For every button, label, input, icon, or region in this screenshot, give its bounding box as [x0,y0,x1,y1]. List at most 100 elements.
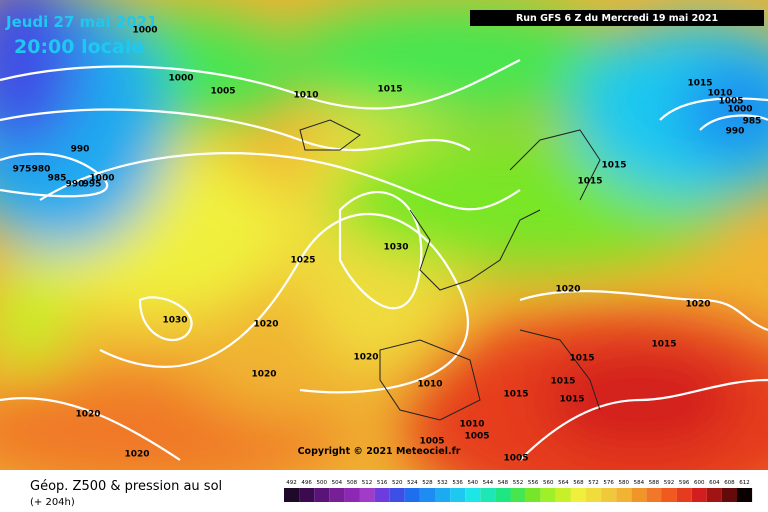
isobar-label: 1020 [124,450,149,460]
isobar-label: 1015 [569,354,594,364]
isobar-label: 1000 [168,74,193,84]
legend-label: 504 [332,480,343,486]
isobar-label: 990 [71,145,90,155]
isobar-label: 1015 [559,395,584,405]
legend-label: 500 [317,480,328,486]
isobar-label: 1020 [555,285,580,295]
isobars [0,59,768,461]
isobar-label: 1010 [707,89,732,99]
legend-label: 612 [739,480,750,486]
legend-label: 592 [664,480,675,486]
isobar-label: 1015 [503,390,528,400]
isobar-label: 1015 [651,340,676,350]
legend-label: 516 [377,480,388,486]
legend-label: 544 [483,480,494,486]
isobar-label: 1000 [89,174,114,184]
legend-swatch [646,488,662,502]
legend-swatch [510,488,526,502]
isobar-label: 1015 [577,177,602,187]
legend-label: 580 [619,480,630,486]
isobar-label: 1015 [687,79,712,89]
legend-label: 604 [709,480,720,486]
isobar-label: 990 [726,127,745,137]
legend-label: 536 [452,480,463,486]
legend-swatch [374,488,390,502]
legend-label: 556 [528,480,539,486]
isobar-label: 1005 [464,432,489,442]
forecast-lead: (+ 204h) [30,497,75,508]
legend-label: 588 [649,480,660,486]
legend-label: 596 [679,480,690,486]
footer-title: Géop. Z500 & pression au sol [30,479,222,494]
legend-swatch [570,488,586,502]
legend-swatch [299,488,315,502]
isobar-label: 1020 [353,353,378,363]
isobar-label: 980 [32,165,51,175]
legend-swatch [480,488,496,502]
isobar-label: 1015 [377,85,402,95]
isobar-label: 985 [743,117,762,127]
legend-swatch [495,488,511,502]
legend-swatch [586,488,602,502]
legend-swatch [435,488,451,502]
date: Jeudi 27 mai 2021 [5,13,158,31]
legend-swatch [601,488,617,502]
legend-swatch [344,488,360,502]
isobar-label: 1020 [251,370,276,380]
legend-label: 540 [468,480,479,486]
isobar-label: 1010 [417,380,442,390]
legend-label: 548 [498,480,509,486]
legend-swatch [465,488,481,502]
legend-label: 532 [437,480,448,486]
legend-swatch [329,488,345,502]
isobar-label: 990 [66,180,85,190]
isobar-label: 985 [48,174,67,184]
legend-swatch [450,488,466,502]
legend-label: 564 [558,480,569,486]
isobar-label: 1010 [459,420,484,430]
isobar-label: 995 [83,180,102,190]
isobar-label: 1005 [503,454,528,464]
isobar-label: 1020 [253,320,278,330]
run-info: Run GFS 6 Z du Mercredi 19 mai 2021 [516,13,718,24]
legend-label: 572 [588,480,599,486]
isobar-label: 1000 [132,26,157,36]
legend-label: 608 [724,480,735,486]
isobar-label: 1030 [383,243,408,253]
isobar-label: 1005 [718,97,743,107]
legend-label: 508 [347,480,358,486]
isobar-label: 1020 [685,300,710,310]
legend-swatch [419,488,435,502]
legend-label: 512 [362,480,373,486]
legend-label: 600 [694,480,705,486]
legend-swatch [676,488,692,502]
legend-label: 528 [422,480,433,486]
legend-swatch [359,488,375,502]
isobar-label: 975 [13,165,32,175]
isobar-label: 1015 [550,377,575,387]
isobar-label: 1030 [162,316,187,326]
run-box [470,10,764,26]
isobar-label: 1015 [601,161,626,171]
local-time: 20:00 locale [14,36,144,58]
legend-swatch [737,488,753,502]
legend-label: 560 [543,480,554,486]
legend-swatch [525,488,541,502]
legend-swatch [631,488,647,502]
legend-swatch [404,488,420,502]
legend-swatch [721,488,737,502]
legend-swatch [706,488,722,502]
legend-swatch [555,488,571,502]
legend-swatch [616,488,632,502]
isobar-label: 1005 [210,87,235,97]
legend-label: 492 [286,480,297,486]
legend-label: 524 [407,480,418,486]
isobar-label: 1005 [419,437,444,447]
legend-swatch [661,488,677,502]
legend-swatch [540,488,556,502]
legend-label: 496 [301,480,312,486]
legend-swatch [314,488,330,502]
